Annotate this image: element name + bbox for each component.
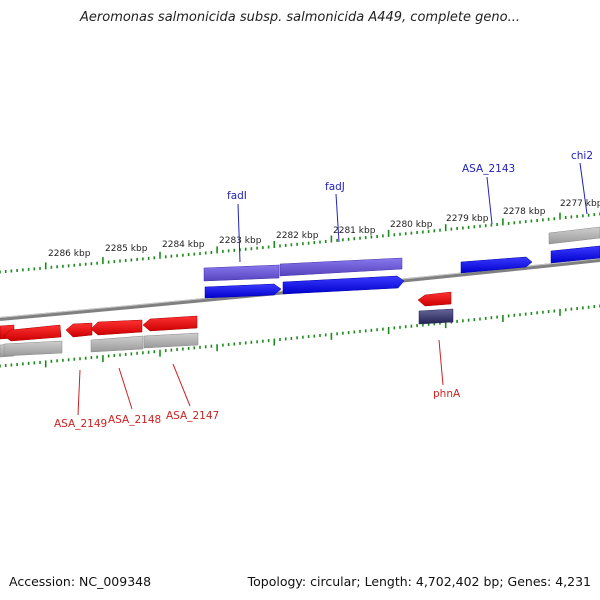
scale-label: 2280 kbp [390,220,433,230]
leader-line [486,176,493,225]
gene-feature[interactable] [142,315,198,332]
leader-line [172,363,191,407]
forward-rna-track [203,226,600,282]
leader-line [118,367,133,410]
outer-ticks [0,212,600,274]
scale-label: 2284 kbp [162,240,205,250]
reverse-gene-labels: ASA_2149 ASA_2148 ASA_2147 phnA [54,388,461,430]
genome-summary-text: Topology: circular; Length: 4,702,402 bp… [247,574,591,589]
scale-label: 2285 kbp [105,244,148,254]
gene-feature[interactable] [204,283,282,299]
gene-feature[interactable] [3,340,63,357]
leader-line [237,203,241,263]
leader-line [77,369,81,416]
scale-label: 2277 kbp [560,199,600,209]
gene-feature[interactable] [550,245,600,264]
scale-label: 2279 kbp [446,214,489,224]
accession-text: Accession: NC_009348 [9,574,152,589]
forward-gene-labels: fadI fadJ ASA_2143 chi2 [227,150,593,202]
leader-line [438,339,444,386]
gene-feature[interactable] [3,324,62,342]
gene-feature[interactable] [417,291,452,307]
gene-feature[interactable] [279,257,403,277]
scale-label: 2286 kbp [48,249,91,259]
reverse-rna-track [0,308,454,358]
gene-label-phnA[interactable]: phnA [433,388,461,400]
scale-labels: 2286 kbp 2285 kbp 2284 kbp 2283 kbp 2282… [48,199,600,259]
gene-feature[interactable] [90,319,143,336]
map-title: Aeromonas salmonicida subsp. salmonicida… [80,10,520,25]
gene-feature[interactable] [548,226,600,245]
gene-feature[interactable] [90,335,144,353]
gene-feature[interactable] [65,322,93,338]
gene-label-fadI[interactable]: fadI [227,190,247,202]
scale-label: 2278 kbp [503,207,546,217]
gene-label-asa-2147[interactable]: ASA_2147 [166,410,219,422]
gene-label-asa-2149[interactable]: ASA_2149 [54,418,107,430]
gene-label-chi2[interactable]: chi2 [571,150,593,162]
gene-feature[interactable] [143,332,199,349]
inner-ticks [0,304,600,368]
leader-line [335,193,340,243]
leader-line [579,162,588,215]
scale-label: 2283 kbp [219,236,262,246]
gene-feature[interactable] [418,308,454,325]
scale-label: 2281 kbp [333,226,376,236]
reverse-cds-track [0,291,452,342]
gene-label-asa-2143[interactable]: ASA_2143 [462,163,515,175]
scale-label: 2282 kbp [276,231,319,241]
gene-label-asa-2148[interactable]: ASA_2148 [108,414,161,426]
label-leaders [77,162,588,416]
gene-label-fadJ[interactable]: fadJ [325,181,345,193]
forward-cds-track [204,245,600,299]
gene-feature[interactable] [203,264,280,282]
gene-feature[interactable] [282,275,405,295]
gene-feature[interactable] [460,256,533,274]
